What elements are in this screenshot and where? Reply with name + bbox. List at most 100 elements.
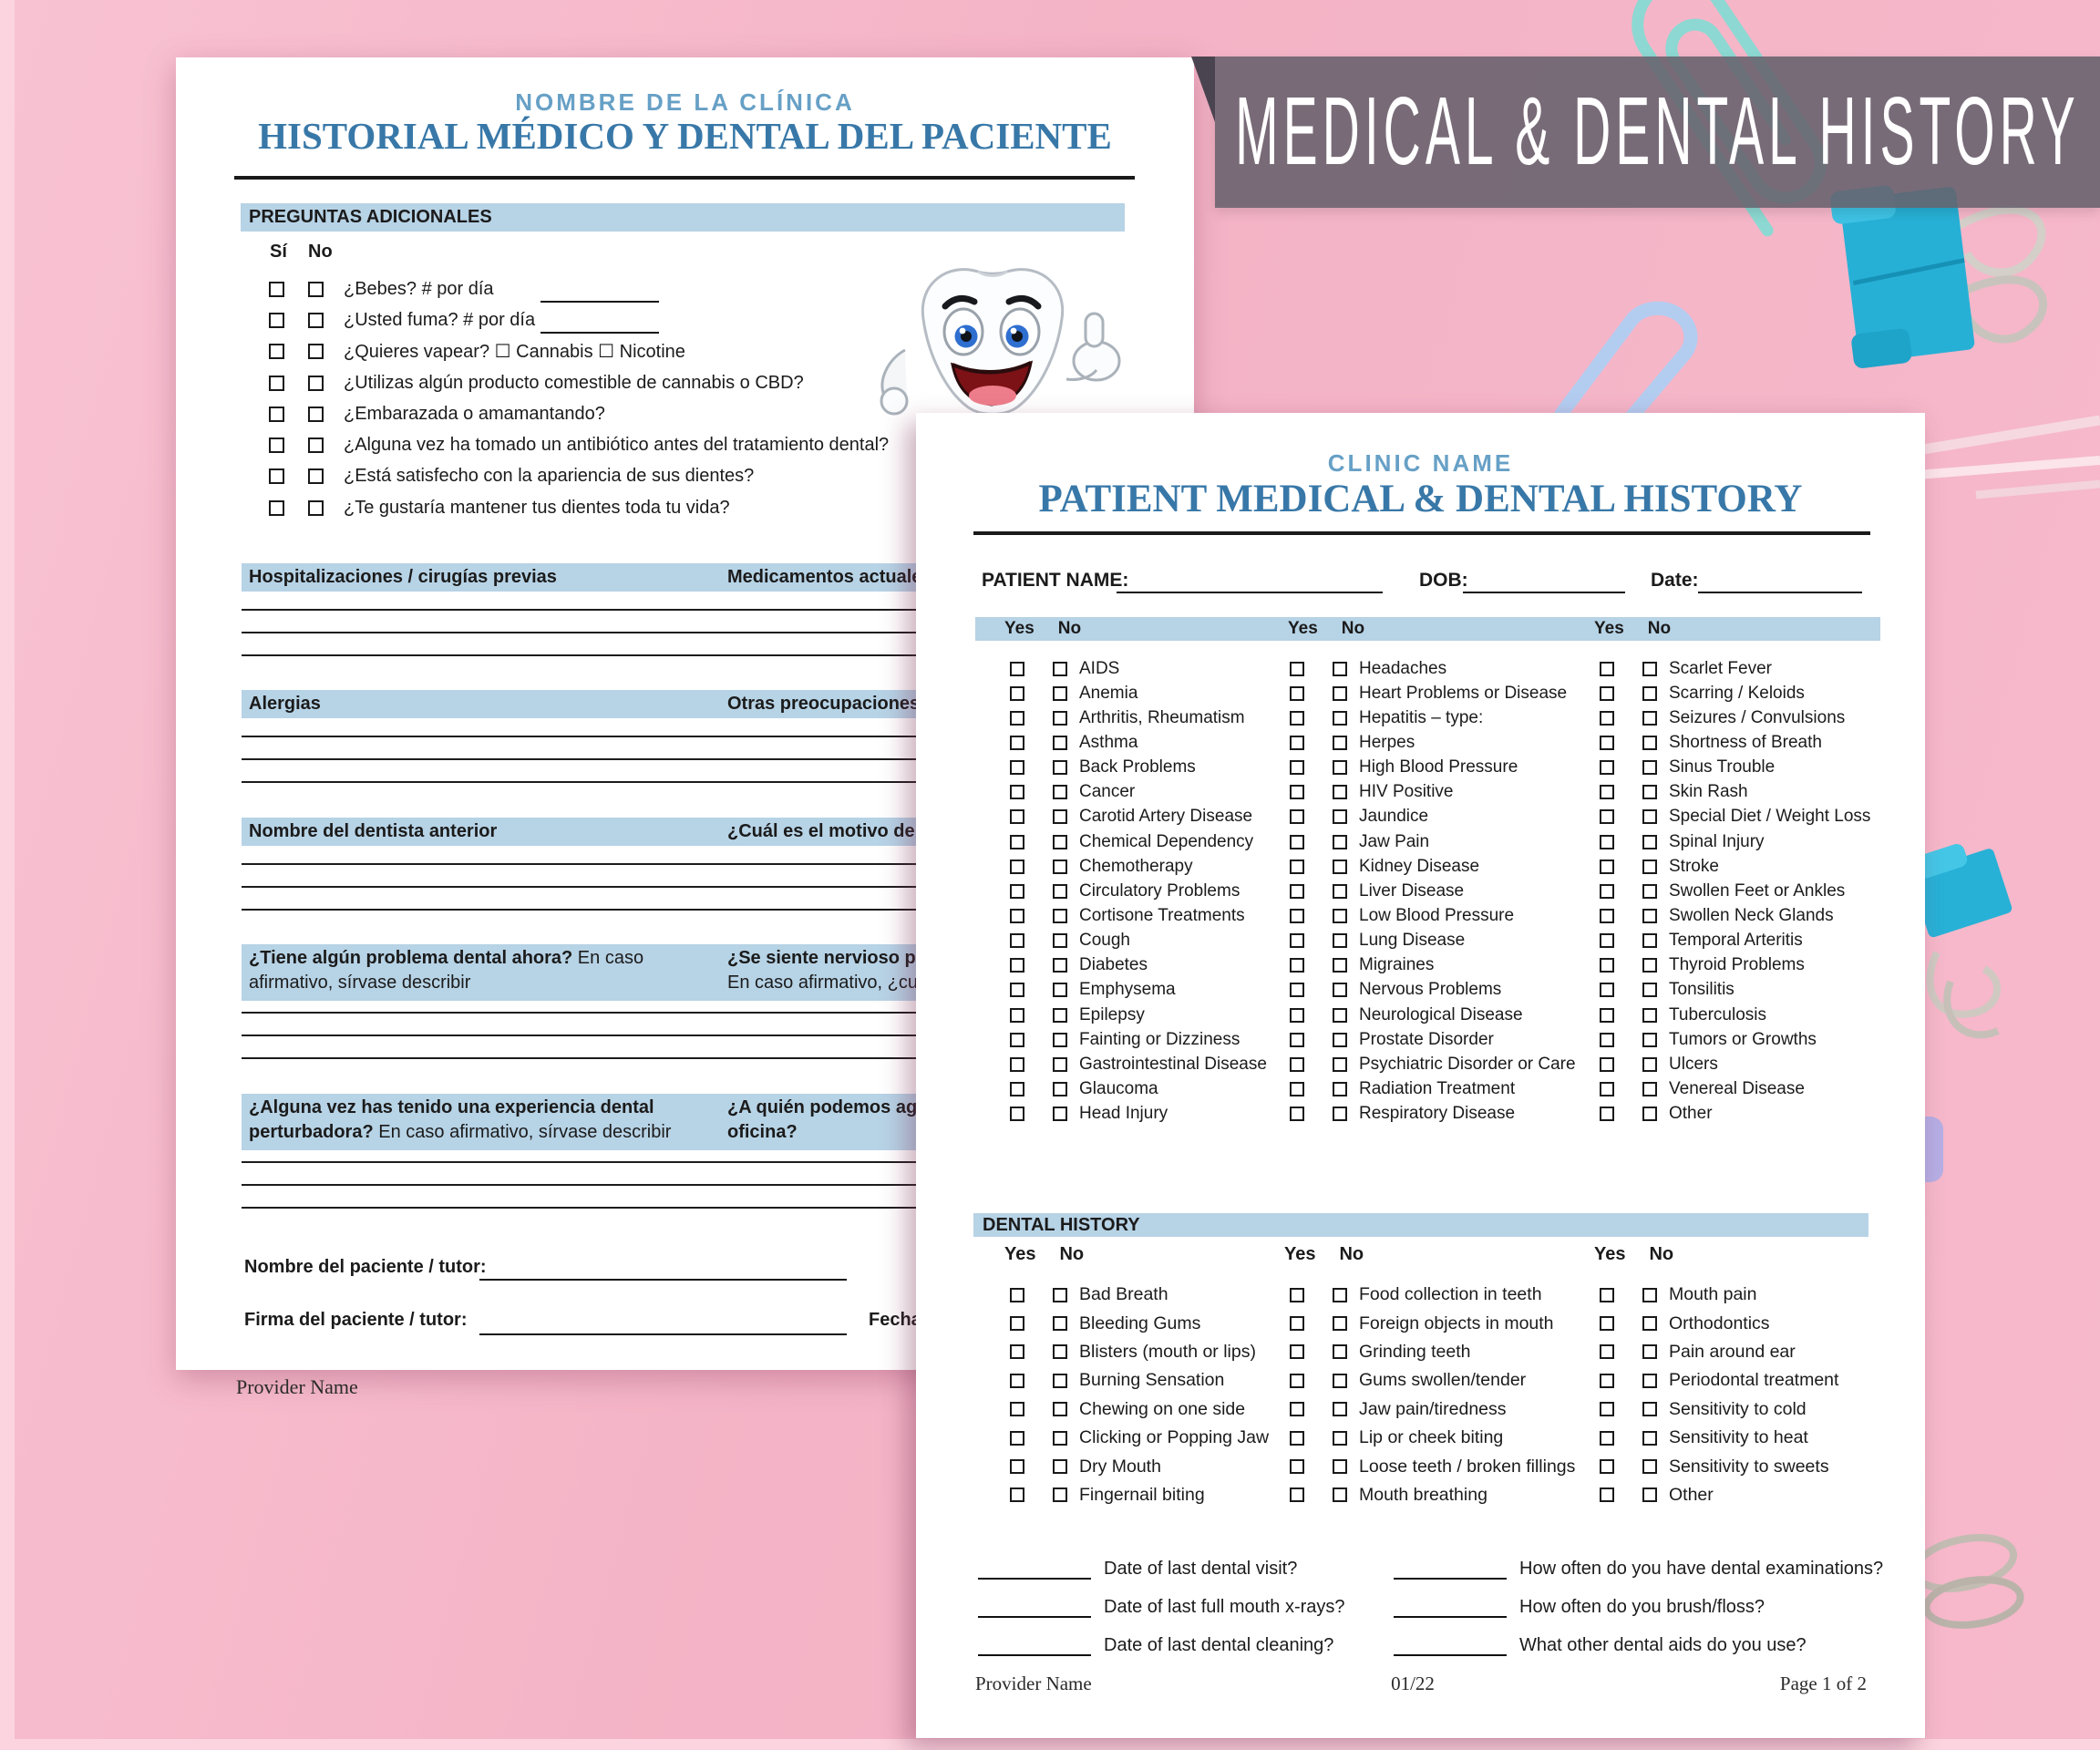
no-checkbox[interactable] xyxy=(1642,1316,1657,1332)
no-checkbox[interactable] xyxy=(1333,1402,1347,1417)
no-checkbox[interactable] xyxy=(1642,983,1657,998)
yes-checkbox[interactable] xyxy=(1290,1373,1304,1388)
no-checkbox[interactable] xyxy=(1642,1287,1657,1302)
yes-checkbox[interactable] xyxy=(1010,1032,1024,1047)
yes-checkbox[interactable] xyxy=(1600,958,1614,973)
no-checkbox[interactable] xyxy=(1642,809,1657,825)
patient-name-field[interactable] xyxy=(1117,592,1383,593)
no-checkbox[interactable] xyxy=(1333,685,1347,701)
no-checkbox[interactable] xyxy=(1642,685,1657,701)
yes-checkbox[interactable] xyxy=(1010,983,1024,998)
yes-checkbox[interactable] xyxy=(1600,1459,1614,1475)
no-checkbox[interactable] xyxy=(1333,1056,1347,1072)
yes-checkbox[interactable] xyxy=(1600,1430,1614,1446)
no-checkbox[interactable] xyxy=(1333,1007,1347,1023)
no-checkbox[interactable] xyxy=(1053,933,1067,949)
no-checkbox[interactable] xyxy=(1333,809,1347,825)
no-checkbox[interactable] xyxy=(1642,933,1657,949)
patient-name-field[interactable] xyxy=(479,1279,847,1281)
no-checkbox[interactable] xyxy=(1053,983,1067,998)
no-checkbox[interactable] xyxy=(1053,1056,1067,1072)
no-checkbox[interactable] xyxy=(1333,834,1347,849)
no-checkbox[interactable] xyxy=(308,499,324,516)
yes-checkbox[interactable] xyxy=(1290,685,1304,701)
no-checkbox[interactable] xyxy=(1333,933,1347,949)
yes-checkbox[interactable] xyxy=(1010,1373,1024,1388)
no-checkbox[interactable] xyxy=(1333,1032,1347,1047)
no-checkbox[interactable] xyxy=(1053,1373,1067,1388)
no-checkbox[interactable] xyxy=(1642,883,1657,899)
write-line[interactable] xyxy=(242,1161,832,1163)
no-checkbox[interactable] xyxy=(1053,1402,1067,1417)
answer-field[interactable] xyxy=(978,1558,1091,1580)
yes-checkbox[interactable] xyxy=(1010,1287,1024,1302)
yes-checkbox[interactable] xyxy=(1290,809,1304,825)
yes-checkbox[interactable] xyxy=(1600,710,1614,726)
no-checkbox[interactable] xyxy=(1642,1081,1657,1096)
write-line[interactable] xyxy=(242,1207,832,1209)
smokes-per-day-field[interactable] xyxy=(540,332,659,334)
yes-checkbox[interactable] xyxy=(1600,1107,1614,1122)
no-checkbox[interactable] xyxy=(308,281,324,297)
yes-checkbox[interactable] xyxy=(1010,883,1024,899)
yes-checkbox[interactable] xyxy=(1600,735,1614,750)
no-checkbox[interactable] xyxy=(1333,1430,1347,1446)
no-checkbox[interactable] xyxy=(1642,1488,1657,1503)
no-checkbox[interactable] xyxy=(1333,1107,1347,1122)
no-checkbox[interactable] xyxy=(1642,958,1657,973)
no-checkbox[interactable] xyxy=(1053,859,1067,874)
yes-checkbox[interactable] xyxy=(1600,1402,1614,1417)
yes-checkbox[interactable] xyxy=(1290,1344,1304,1360)
yes-checkbox[interactable] xyxy=(269,281,284,297)
no-checkbox[interactable] xyxy=(1053,1287,1067,1302)
yes-checkbox[interactable] xyxy=(1010,735,1024,750)
yes-checkbox[interactable] xyxy=(1010,1430,1024,1446)
write-line[interactable] xyxy=(242,1012,832,1014)
yes-checkbox[interactable] xyxy=(1010,1056,1024,1072)
answer-field[interactable] xyxy=(1394,1596,1507,1618)
no-checkbox[interactable] xyxy=(1053,834,1067,849)
yes-checkbox[interactable] xyxy=(1290,834,1304,849)
no-checkbox[interactable] xyxy=(1642,1430,1657,1446)
no-checkbox[interactable] xyxy=(1333,883,1347,899)
no-checkbox[interactable] xyxy=(1333,859,1347,874)
yes-checkbox[interactable] xyxy=(269,468,284,485)
yes-checkbox[interactable] xyxy=(1290,735,1304,750)
no-checkbox[interactable] xyxy=(1333,710,1347,726)
no-checkbox[interactable] xyxy=(1053,1107,1067,1122)
yes-checkbox[interactable] xyxy=(1600,834,1614,849)
no-checkbox[interactable] xyxy=(1333,908,1347,923)
yes-checkbox[interactable] xyxy=(1290,1032,1304,1047)
yes-checkbox[interactable] xyxy=(1290,710,1304,726)
yes-checkbox[interactable] xyxy=(1600,661,1614,676)
yes-checkbox[interactable] xyxy=(1010,958,1024,973)
yes-checkbox[interactable] xyxy=(1600,809,1614,825)
write-line[interactable] xyxy=(242,736,832,737)
yes-checkbox[interactable] xyxy=(1600,908,1614,923)
no-checkbox[interactable] xyxy=(1642,785,1657,800)
yes-checkbox[interactable] xyxy=(1290,933,1304,949)
write-line[interactable] xyxy=(242,909,832,911)
write-line[interactable] xyxy=(242,1184,832,1186)
yes-checkbox[interactable] xyxy=(1290,1007,1304,1023)
yes-checkbox[interactable] xyxy=(1290,1402,1304,1417)
no-checkbox[interactable] xyxy=(308,468,324,485)
no-checkbox[interactable] xyxy=(1333,735,1347,750)
no-checkbox[interactable] xyxy=(1053,883,1067,899)
yes-checkbox[interactable] xyxy=(1290,958,1304,973)
yes-checkbox[interactable] xyxy=(1600,1081,1614,1096)
yes-checkbox[interactable] xyxy=(1290,1107,1304,1122)
no-checkbox[interactable] xyxy=(1642,735,1657,750)
yes-checkbox[interactable] xyxy=(1010,834,1024,849)
no-checkbox[interactable] xyxy=(1333,1081,1347,1096)
no-checkbox[interactable] xyxy=(1333,1373,1347,1388)
no-checkbox[interactable] xyxy=(1053,1430,1067,1446)
yes-checkbox[interactable] xyxy=(1010,908,1024,923)
no-checkbox[interactable] xyxy=(1642,1007,1657,1023)
write-line[interactable] xyxy=(242,1057,832,1059)
yes-checkbox[interactable] xyxy=(1600,859,1614,874)
yes-checkbox[interactable] xyxy=(1600,1056,1614,1072)
dob-field[interactable] xyxy=(1463,592,1625,593)
drinks-per-day-field[interactable] xyxy=(540,301,659,303)
no-checkbox[interactable] xyxy=(1333,983,1347,998)
